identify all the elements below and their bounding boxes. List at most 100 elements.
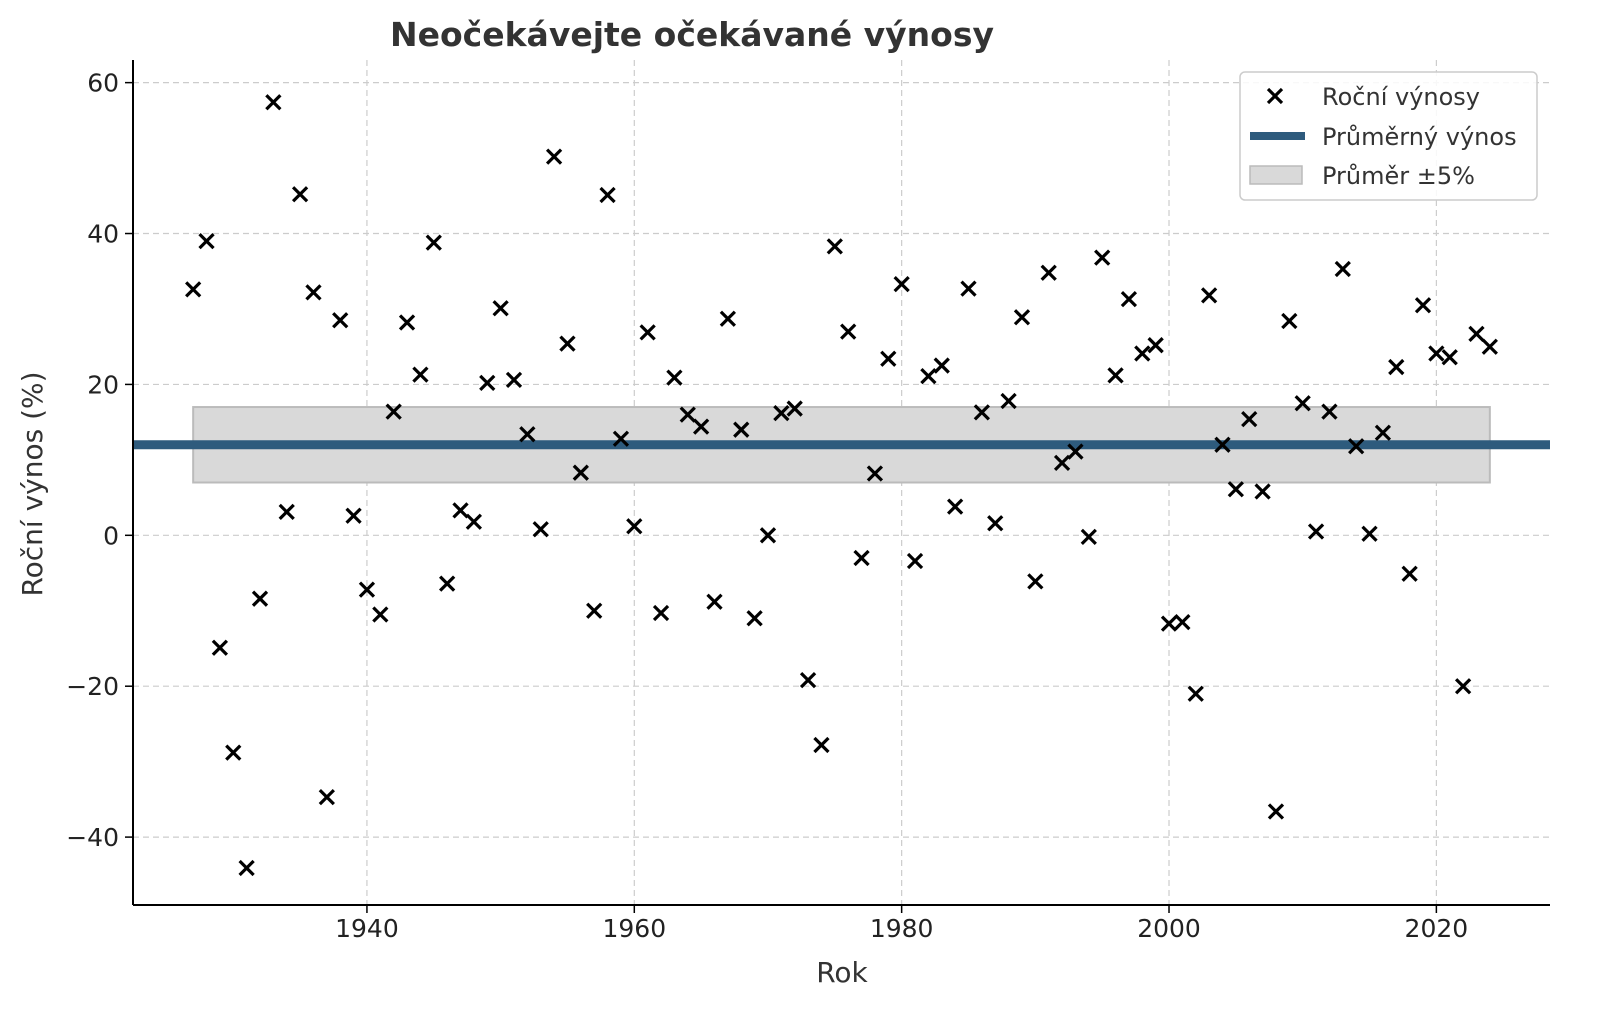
data-point — [599, 186, 616, 204]
data-point — [559, 335, 576, 352]
x-tick-label: 2000 — [1137, 914, 1201, 943]
data-point — [1080, 528, 1097, 545]
y-tick-label: −20 — [66, 672, 119, 701]
data-point — [1441, 349, 1458, 366]
data-point — [799, 672, 817, 689]
data-point — [1241, 410, 1258, 428]
data-point — [358, 581, 376, 598]
data-point — [251, 590, 269, 607]
data-point — [318, 788, 335, 806]
data-point — [1307, 523, 1325, 540]
data-point — [1267, 803, 1285, 820]
data-point — [238, 859, 255, 877]
data-point — [826, 238, 843, 255]
data-point — [1321, 403, 1338, 420]
data-point — [853, 549, 870, 567]
data-point — [880, 350, 897, 367]
y-tick-label: 0 — [103, 521, 119, 550]
legend-mean-swatch — [1250, 132, 1305, 140]
y-tick-label: 40 — [87, 220, 119, 249]
data-point — [1374, 424, 1392, 441]
data-point — [1254, 483, 1271, 500]
data-point — [225, 744, 242, 761]
y-tick-label: −40 — [66, 823, 119, 852]
data-point — [1414, 297, 1432, 314]
data-point — [385, 403, 402, 420]
data-point — [198, 232, 215, 250]
data-point — [465, 513, 483, 530]
data-point — [505, 371, 523, 389]
data-point — [492, 300, 509, 317]
data-point — [1281, 312, 1298, 330]
data-point — [1361, 525, 1378, 542]
data-point — [639, 324, 656, 341]
data-point — [719, 310, 737, 327]
data-point — [439, 575, 456, 592]
data-point — [211, 639, 229, 656]
data-point — [1134, 345, 1151, 362]
data-point — [412, 366, 429, 383]
data-point — [1053, 454, 1071, 472]
data-point — [973, 404, 990, 421]
data-point — [1013, 309, 1031, 326]
data-point — [1401, 565, 1418, 582]
data-point — [652, 604, 670, 622]
data-point — [1348, 438, 1365, 455]
data-point — [1214, 436, 1231, 453]
legend-label-mean: Průměrný výnos — [1322, 123, 1517, 151]
data-point — [666, 369, 683, 386]
data-point — [679, 406, 696, 423]
legend-band-swatch — [1249, 165, 1303, 185]
axes-layer: 1940 1960 1980 2000 2020 −40 −20 0 20 40 60 — [66, 60, 1550, 943]
data-point — [305, 284, 322, 301]
data-point — [425, 234, 442, 251]
legend-label-band: Průměr ±5% — [1322, 162, 1475, 190]
legend-frame — [1239, 71, 1538, 201]
data-point — [1200, 287, 1218, 304]
data-point — [1160, 615, 1178, 632]
data-point — [759, 527, 777, 544]
data-point — [278, 503, 295, 521]
data-point — [1067, 443, 1084, 460]
data-point — [693, 418, 710, 435]
data-point — [532, 521, 549, 538]
data-point — [332, 312, 349, 329]
y-axis-label: Roční výnos (%) — [16, 371, 49, 596]
data-point — [612, 430, 630, 447]
data-point — [545, 148, 563, 165]
data-point — [398, 314, 416, 331]
data-point — [1481, 338, 1498, 355]
data-point — [291, 186, 309, 203]
data-point — [960, 280, 977, 297]
data-point — [1107, 367, 1124, 384]
data-point — [1040, 264, 1057, 281]
data-point — [1000, 392, 1017, 410]
data-point — [706, 593, 723, 610]
data-point — [1227, 481, 1244, 498]
data-point — [773, 404, 790, 422]
data-point — [345, 507, 362, 524]
data-point — [1094, 249, 1111, 266]
data-point — [786, 400, 803, 417]
data-point — [586, 602, 603, 619]
data-point — [1388, 358, 1405, 376]
data-point — [746, 610, 763, 627]
data-point — [572, 464, 589, 481]
data-point — [733, 421, 750, 438]
legend-marker-icon — [1266, 87, 1284, 105]
data-point — [479, 374, 496, 392]
data-point — [946, 498, 964, 515]
data-point — [1174, 613, 1191, 631]
data-point — [626, 518, 643, 535]
data-point — [452, 502, 469, 519]
data-point — [519, 426, 536, 443]
data-point — [265, 94, 282, 111]
x-tick-label: 1940 — [335, 914, 399, 943]
data-point — [906, 552, 924, 570]
data-point — [1120, 291, 1138, 308]
y-tick-label: 60 — [87, 69, 119, 98]
legend: Roční výnosy Průměrný výnos Průměr ±5% — [1239, 71, 1538, 201]
points-layer — [185, 94, 1498, 877]
data-point — [1454, 678, 1472, 695]
